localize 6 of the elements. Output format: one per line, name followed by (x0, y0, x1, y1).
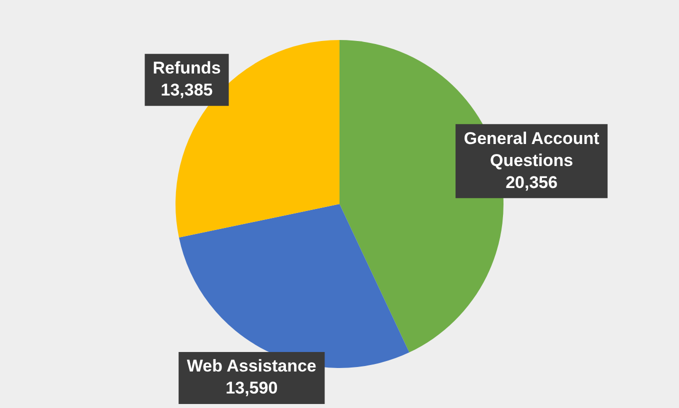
data-label: 13,385 (160, 80, 213, 100)
slice-label: General Account Questions (464, 128, 600, 170)
slice-label: Refunds (152, 58, 221, 78)
slice-label: Web Assistance (186, 356, 316, 376)
data-label: 20,356 (506, 172, 558, 192)
data-label: 13,590 (226, 378, 278, 398)
